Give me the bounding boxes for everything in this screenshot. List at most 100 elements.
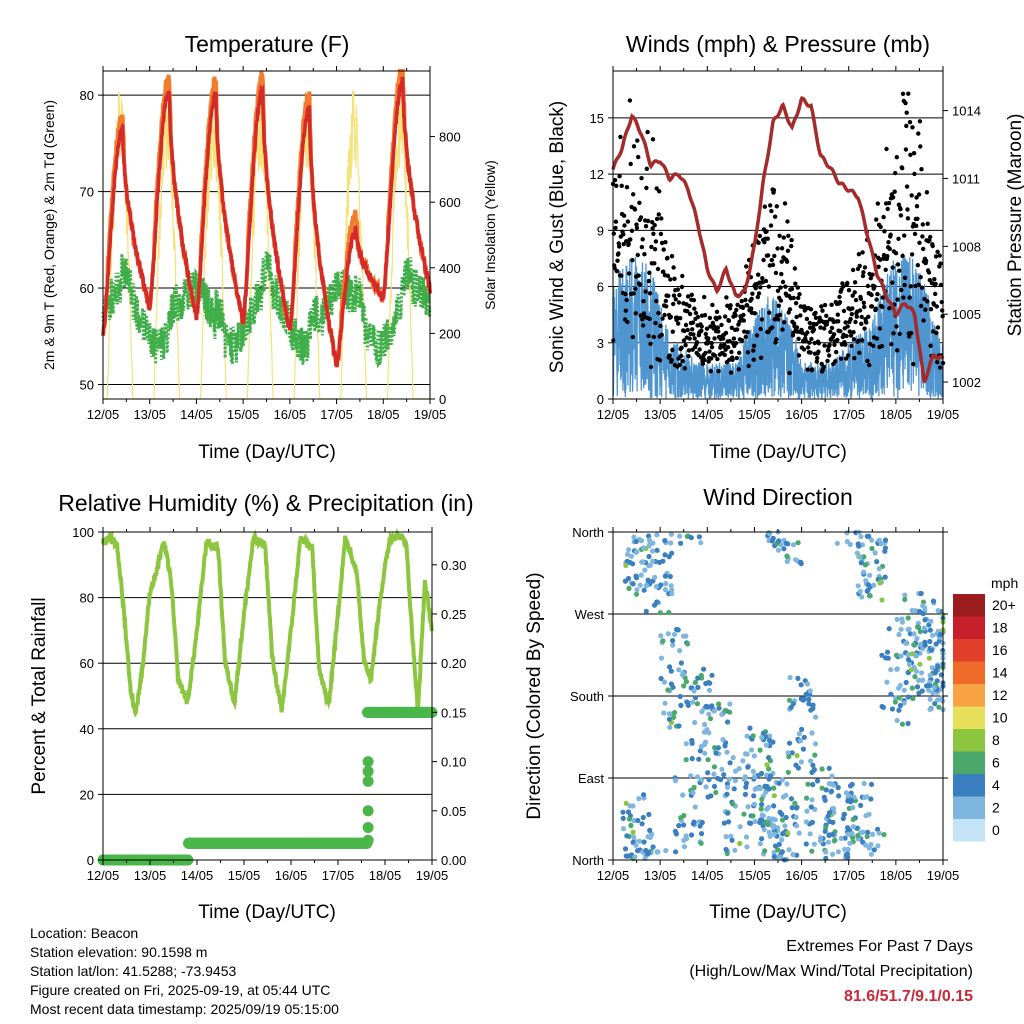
- gust-point: [652, 247, 658, 252]
- gust-point: [917, 240, 922, 245]
- gust-point: [653, 320, 658, 326]
- gust-point: [933, 254, 939, 259]
- direction-point: [796, 830, 802, 836]
- direction-point: [723, 834, 729, 840]
- direction-point: [810, 762, 816, 768]
- gust-point: [886, 200, 892, 206]
- gust-point: [648, 364, 654, 370]
- direction-point: [766, 737, 773, 744]
- direction-point: [759, 734, 765, 741]
- direction-point: [742, 774, 748, 780]
- gust-point: [905, 216, 911, 221]
- gust-point: [831, 332, 837, 337]
- gust-point: [893, 251, 899, 256]
- gust-point: [888, 232, 893, 237]
- gust-point: [665, 255, 670, 261]
- gust-point: [770, 325, 775, 330]
- gust-point: [938, 282, 944, 288]
- direction-point: [732, 768, 739, 774]
- wind-direction-data: [620, 529, 946, 863]
- gust-point: [895, 348, 900, 353]
- gust-point: [734, 355, 739, 361]
- direction-point: [676, 823, 682, 829]
- gust-point: [617, 244, 622, 249]
- gust-point: [800, 330, 805, 335]
- gust-point: [898, 213, 904, 218]
- gust-point: [766, 329, 771, 335]
- direction-point: [766, 755, 772, 761]
- winds-y-tick-label-right: 1005: [952, 307, 981, 322]
- gust-point: [938, 261, 943, 266]
- direction-point: [769, 538, 775, 544]
- direction-point: [866, 811, 872, 817]
- gust-point: [771, 188, 777, 193]
- gust-point: [611, 231, 616, 236]
- direction-point: [732, 778, 739, 784]
- gust-point: [872, 284, 877, 289]
- gust-point: [797, 292, 802, 297]
- gust-point: [856, 252, 862, 257]
- gust-point: [683, 343, 688, 348]
- direction-point: [888, 691, 894, 697]
- direction-point: [654, 599, 660, 605]
- gust-point: [623, 291, 628, 297]
- colorbar-label: 10: [992, 710, 1008, 726]
- gust-point: [837, 300, 843, 305]
- gust-point: [670, 329, 675, 334]
- gust-point: [652, 223, 657, 228]
- gust-point: [739, 338, 745, 343]
- gust-point: [702, 313, 708, 318]
- direction-point: [763, 734, 769, 740]
- wind-direction-y-tick-label: North: [572, 853, 604, 868]
- direction-point: [922, 642, 928, 648]
- direction-point: [826, 765, 832, 771]
- direction-point: [668, 668, 674, 674]
- gust-point: [880, 295, 885, 300]
- direction-point: [832, 837, 838, 843]
- direction-point: [863, 842, 869, 848]
- direction-point: [623, 562, 629, 569]
- direction-point: [680, 670, 686, 676]
- humidity-title: Relative Humidity (%) & Precipitation (i…: [58, 490, 473, 516]
- direction-point: [631, 534, 637, 540]
- gust-point: [908, 284, 913, 289]
- direction-point: [789, 805, 795, 811]
- gust-point: [786, 233, 791, 238]
- direction-point: [636, 838, 643, 844]
- direction-point: [670, 638, 676, 644]
- direction-point: [634, 549, 640, 555]
- direction-point: [751, 774, 758, 780]
- speed-colorbar: mph 20+ 18 16 14 12 10 8 6 4 2 0: [953, 575, 1018, 842]
- gust-point: [672, 276, 677, 281]
- gust-point: [637, 200, 642, 205]
- gust-point: [775, 246, 780, 251]
- gust-point: [820, 308, 825, 313]
- station-elevation: Station elevation: 90.1598 m: [30, 944, 208, 960]
- gust-point: [838, 356, 844, 361]
- humidity-y-tick-label: 0: [87, 853, 94, 868]
- gust-point: [750, 291, 755, 296]
- direction-point: [804, 795, 810, 801]
- direction-point: [763, 789, 769, 795]
- gust-point: [865, 358, 870, 364]
- direction-point: [849, 831, 855, 837]
- gust-point: [633, 311, 638, 316]
- gust-point: [902, 275, 908, 280]
- humidity-x-tick-label: 12/05: [87, 868, 120, 883]
- precipitation-point: [362, 775, 374, 787]
- direction-point: [636, 796, 642, 802]
- direction-point: [695, 684, 701, 691]
- gust-point: [881, 214, 886, 220]
- gust-point: [851, 330, 856, 335]
- gust-point: [861, 270, 866, 275]
- gust-point: [661, 269, 666, 274]
- direction-point: [818, 838, 824, 844]
- gust-point: [819, 361, 824, 367]
- gust-point: [613, 219, 619, 224]
- gust-point: [687, 336, 692, 341]
- gust-point: [789, 286, 795, 292]
- direction-point: [932, 701, 938, 707]
- direction-point: [800, 746, 807, 752]
- direction-point: [716, 701, 722, 707]
- most-recent-timestamp: Most recent data timestamp: 2025/09/19 0…: [30, 1001, 339, 1017]
